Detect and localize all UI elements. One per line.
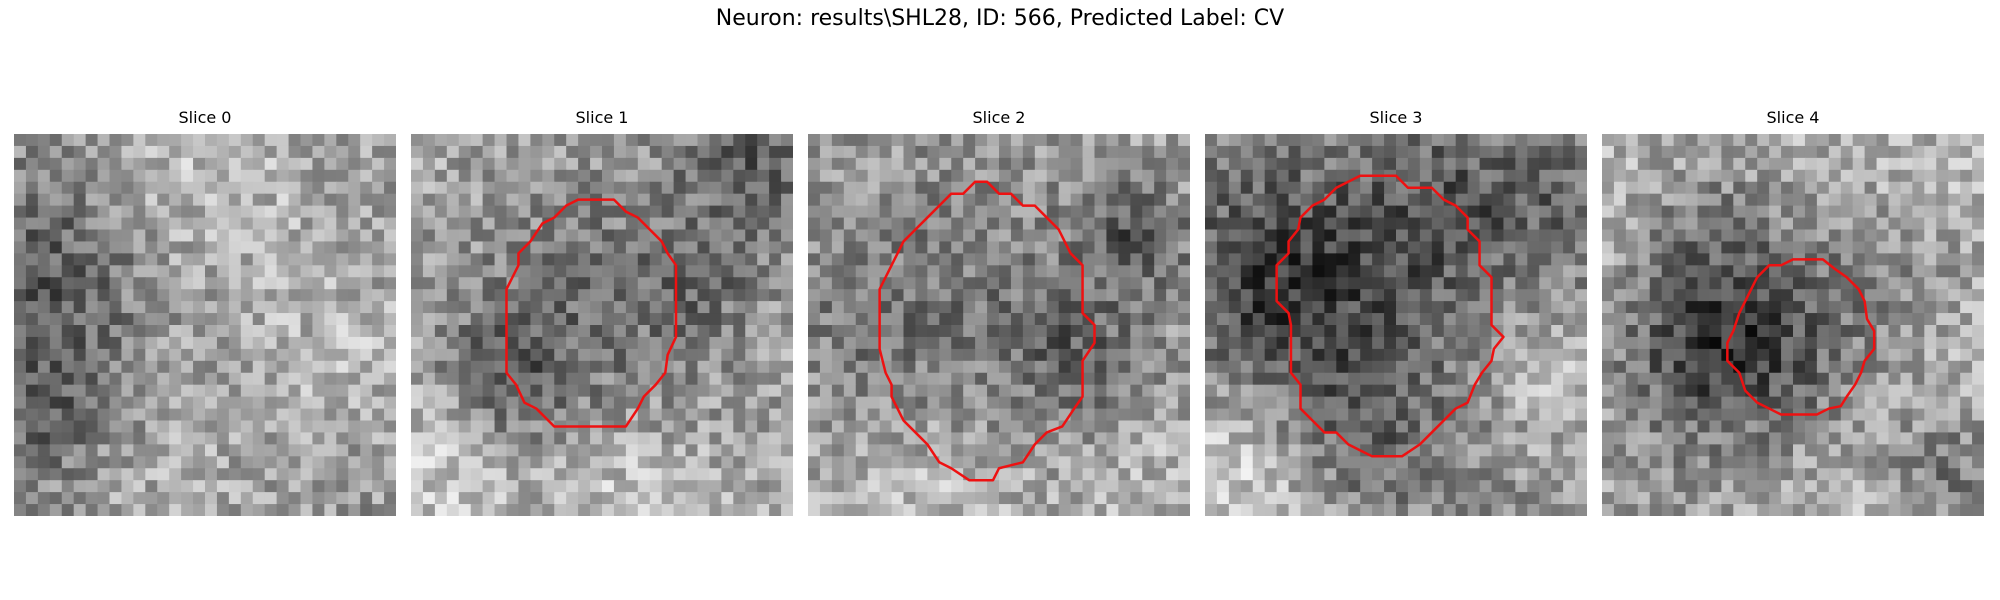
slice-0-image <box>14 134 396 516</box>
slice-0-title: Slice 0 <box>178 108 232 127</box>
slice-3-image <box>1205 134 1587 516</box>
figure-title: Neuron: results\SHL28, ID: 566, Predicte… <box>715 6 1285 31</box>
slice-0-pixels <box>14 134 396 516</box>
slice-1-pixels <box>411 134 793 516</box>
slice-4-image <box>1602 134 1984 516</box>
slice-4-pixels <box>1602 134 1984 516</box>
slice-3-contour <box>1275 174 1505 458</box>
slice-1-title: Slice 1 <box>575 108 629 127</box>
slice-4-title: Slice 4 <box>1766 108 1820 127</box>
slice-2-pixels <box>808 134 1190 516</box>
slice-1-contour <box>505 198 678 428</box>
slice-1-image <box>411 134 793 516</box>
slice-2-title: Slice 2 <box>972 108 1026 127</box>
slice-4-contour <box>1726 258 1876 416</box>
slice-2-image <box>808 134 1190 516</box>
slice-3-title: Slice 3 <box>1369 108 1423 127</box>
slice-3-pixels <box>1205 134 1587 516</box>
slice-2-contour <box>878 180 1096 482</box>
